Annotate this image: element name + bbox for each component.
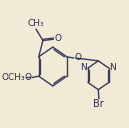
Text: CH₃: CH₃ [27,19,44,28]
Text: O: O [75,53,82,62]
Text: Br: Br [93,99,104,109]
Text: OCH₃: OCH₃ [2,73,25,82]
Text: N: N [110,63,116,72]
Text: O: O [24,73,31,82]
Text: N: N [80,63,87,72]
Text: O: O [55,34,62,43]
